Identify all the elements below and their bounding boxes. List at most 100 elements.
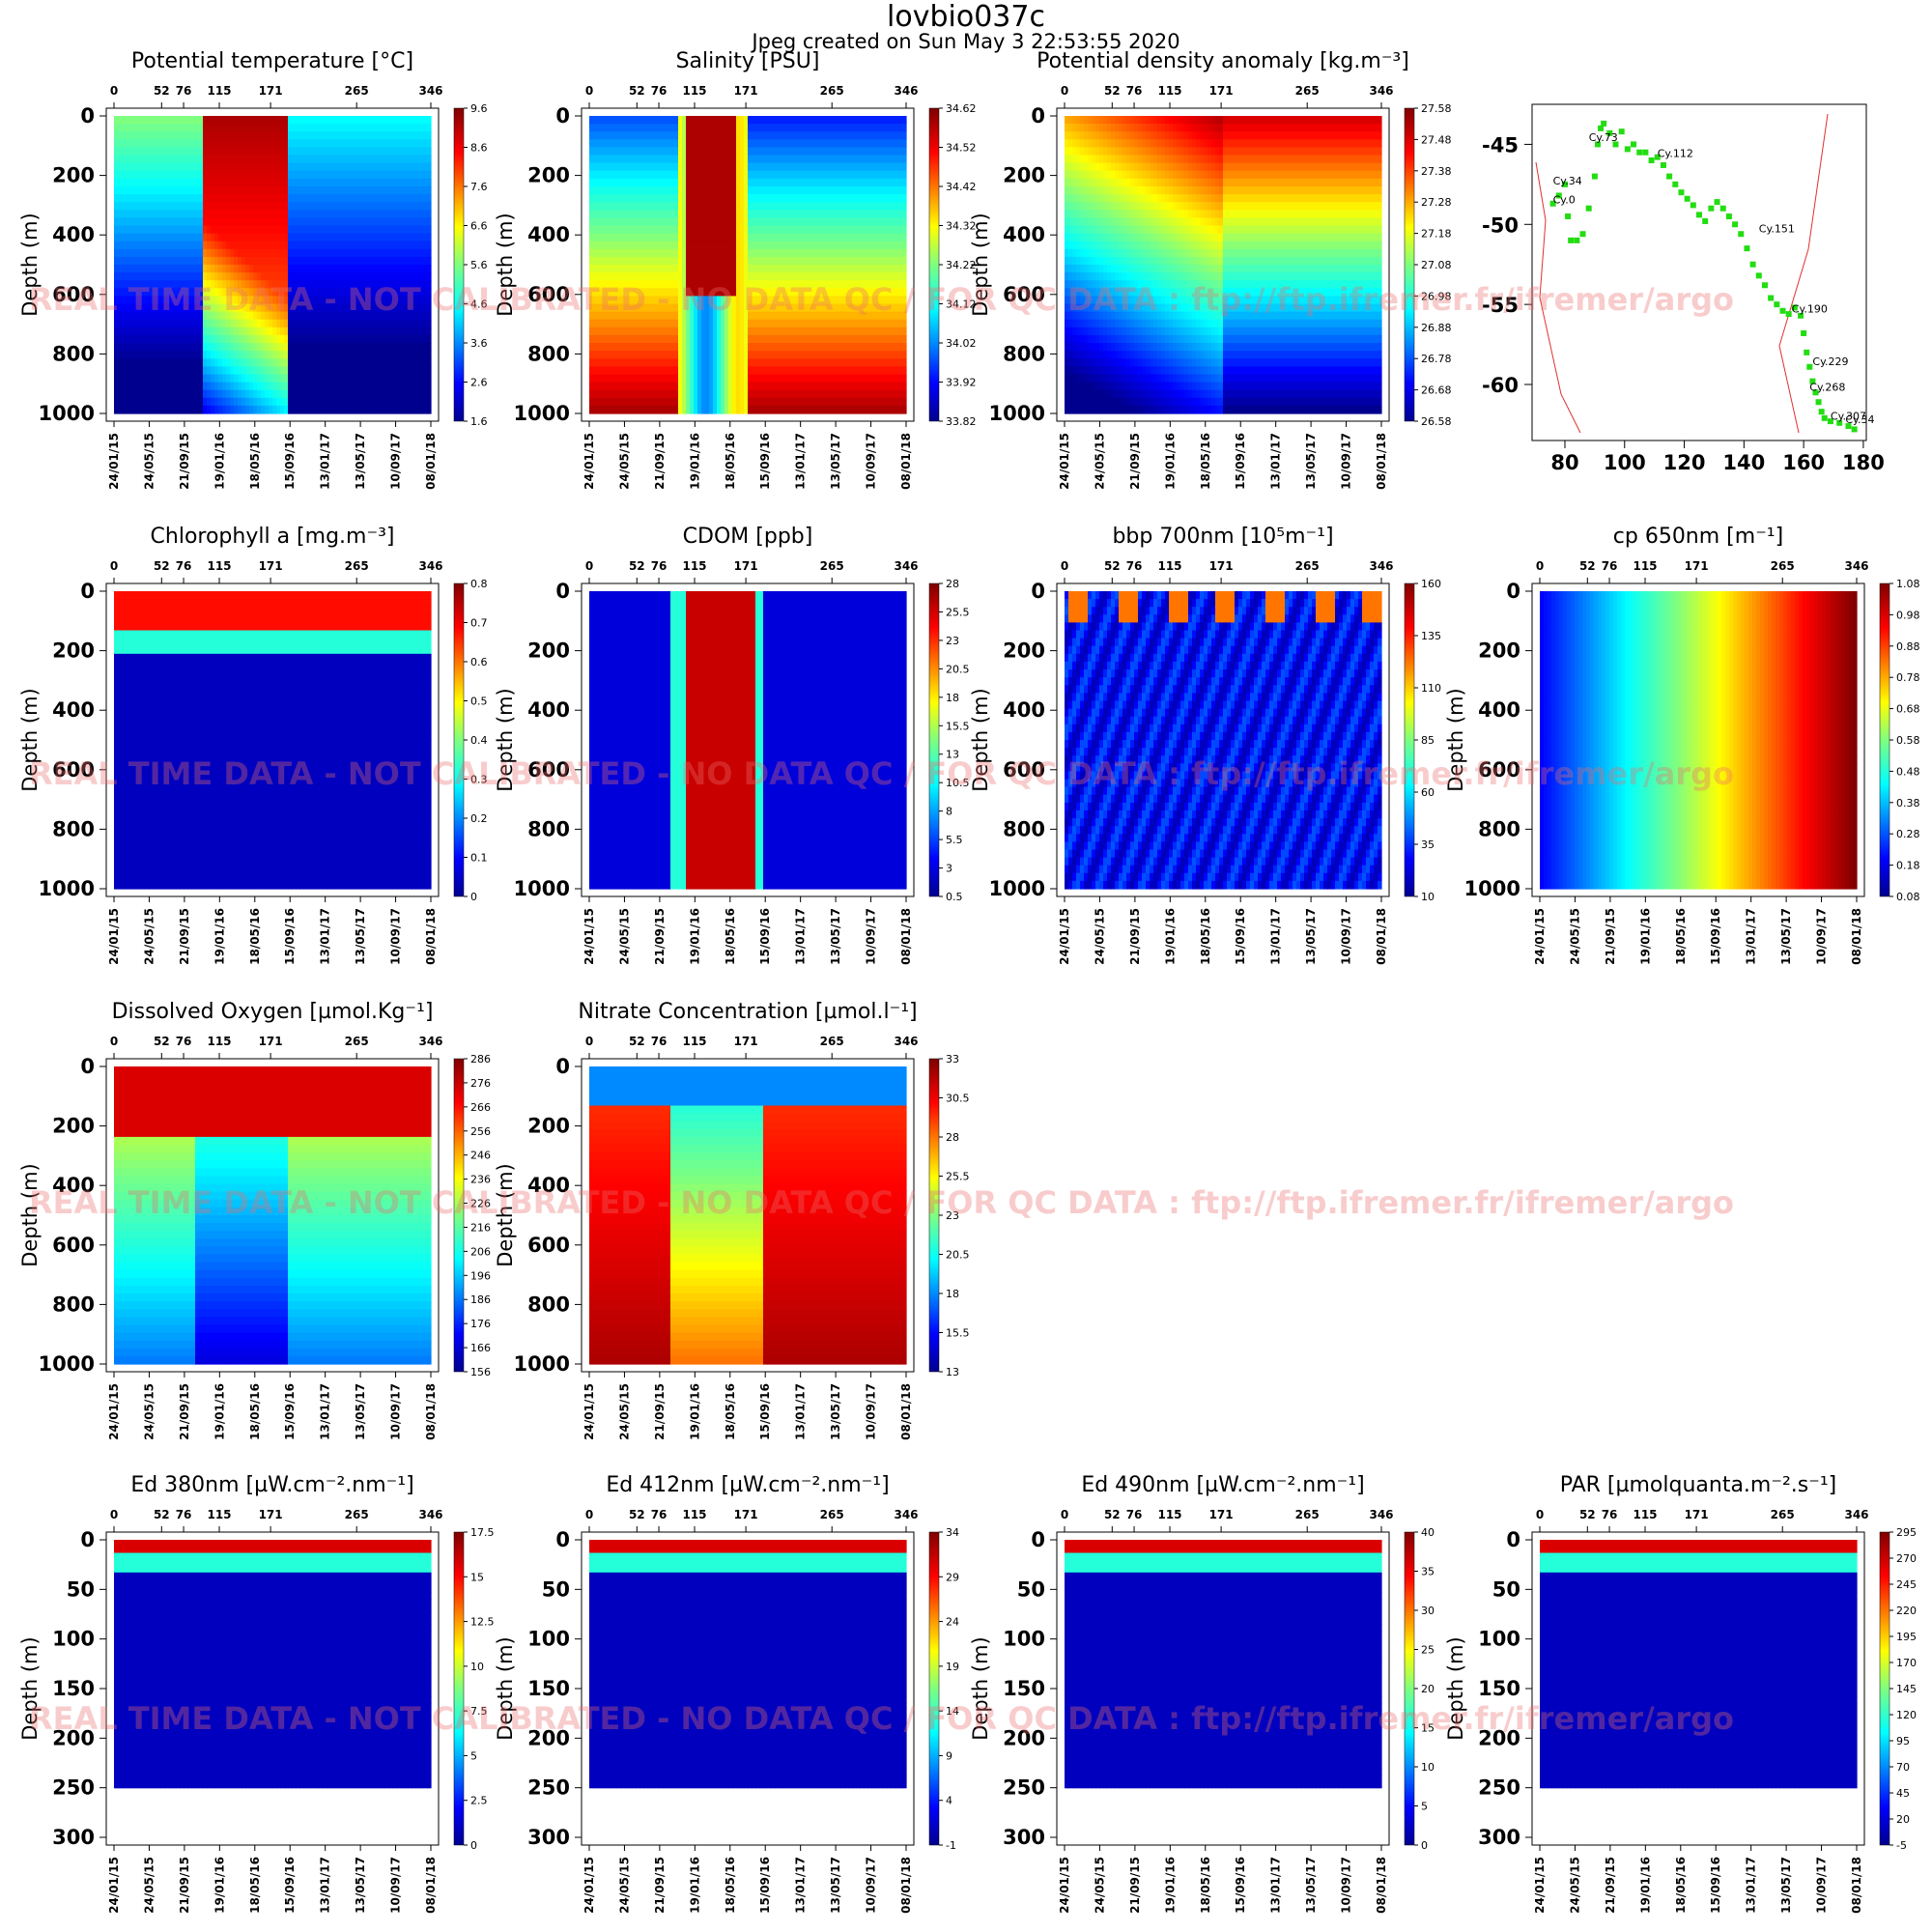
heat-cell — [670, 131, 675, 140]
heat-cell — [597, 248, 602, 258]
heat-cell — [674, 139, 679, 148]
heat-cell — [732, 155, 737, 164]
heat-cell — [361, 194, 366, 203]
heat-cell — [636, 162, 640, 172]
heat-cell — [187, 296, 192, 305]
heat-cell — [408, 225, 412, 235]
heat-cell — [752, 256, 756, 266]
heat-cell — [184, 185, 188, 195]
heat-cell — [222, 351, 227, 359]
heat-cell — [184, 351, 188, 359]
heat-cell — [141, 162, 146, 172]
heat-cell — [682, 280, 687, 289]
heat-cell — [338, 131, 343, 140]
heat-cell — [404, 139, 409, 148]
heat-cell — [160, 311, 165, 321]
heat-cell — [354, 389, 358, 399]
heat-cell — [643, 272, 648, 281]
heat-cell — [330, 382, 335, 391]
heat-cell — [763, 389, 768, 399]
heat-cell — [605, 319, 610, 328]
heat-cell — [307, 343, 312, 352]
heat-cell — [265, 374, 270, 384]
heat-cell — [589, 241, 594, 250]
heat-cell — [180, 241, 185, 250]
heat-cell — [296, 233, 300, 242]
heat-cell — [238, 131, 242, 140]
heat-cell — [690, 241, 695, 250]
heat-cell — [137, 303, 142, 313]
heat-cell — [307, 170, 312, 180]
heat-cell — [663, 233, 668, 242]
heat-cell — [114, 233, 119, 242]
heat-cell — [373, 343, 378, 352]
heat-cell — [272, 162, 277, 172]
heat-cell — [303, 358, 308, 367]
heat-cell — [616, 334, 621, 344]
heat-cell — [114, 170, 119, 180]
heat-cell — [214, 405, 219, 414]
heat-cell — [129, 162, 134, 172]
heat-cell — [114, 225, 119, 235]
heat-cell — [280, 194, 285, 203]
heat-cell — [137, 265, 142, 273]
heat-cell — [384, 296, 389, 305]
heat-cell — [724, 366, 729, 376]
heat-cell — [767, 139, 772, 148]
heat-cell — [303, 116, 308, 125]
heat-cell — [755, 225, 760, 235]
heat-cell — [284, 162, 289, 172]
heat-cell — [667, 170, 671, 180]
heat-cell — [284, 334, 289, 344]
heat-cell — [261, 139, 266, 148]
heat-cell — [211, 327, 215, 336]
heat-cell — [639, 265, 644, 273]
heat-cell — [713, 241, 718, 250]
heat-cell — [643, 217, 648, 227]
heat-cell — [249, 210, 254, 218]
heat-cell — [732, 280, 737, 289]
heat-cell — [705, 185, 710, 195]
heat-cell — [412, 202, 416, 211]
heat-cell — [404, 343, 409, 352]
heat-cell — [384, 334, 389, 344]
heat-cell — [168, 389, 173, 399]
heat-cell — [269, 265, 273, 273]
heat-cell — [126, 303, 130, 313]
heat-cell — [203, 319, 208, 328]
heat-cell — [678, 351, 683, 359]
heat-cell — [122, 178, 127, 187]
heat-cell — [412, 327, 416, 336]
heat-cell — [361, 202, 366, 211]
heat-cell — [597, 303, 602, 313]
heat-cell — [303, 311, 308, 321]
heat-cell — [423, 131, 428, 140]
heat-cell — [261, 303, 266, 313]
heat-cell — [338, 139, 343, 148]
y-tick-label: 1000 — [39, 402, 95, 425]
heat-cell — [396, 389, 401, 399]
heat-cell — [670, 405, 675, 414]
heat-cell — [288, 389, 293, 399]
heat-cell — [311, 343, 316, 352]
heat-cell — [129, 280, 134, 289]
heat-cell — [404, 405, 409, 414]
heat-cell — [133, 147, 138, 156]
heat-cell — [184, 170, 188, 180]
heat-cell — [299, 389, 304, 399]
heat-cell — [620, 374, 625, 384]
heat-cell — [338, 194, 343, 203]
heat-cell — [168, 358, 173, 367]
heat-cell — [133, 319, 138, 328]
heat-cell — [423, 343, 428, 352]
heat-cell — [269, 343, 273, 352]
heat-cell — [114, 147, 119, 156]
heat-cell — [187, 162, 192, 172]
heat-cell — [674, 374, 679, 384]
heat-cell — [276, 389, 281, 399]
heat-cell — [361, 185, 366, 195]
heat-cell — [153, 233, 157, 242]
heat-cell — [145, 131, 150, 140]
heat-cell — [655, 327, 660, 336]
heat-cell — [129, 225, 134, 235]
